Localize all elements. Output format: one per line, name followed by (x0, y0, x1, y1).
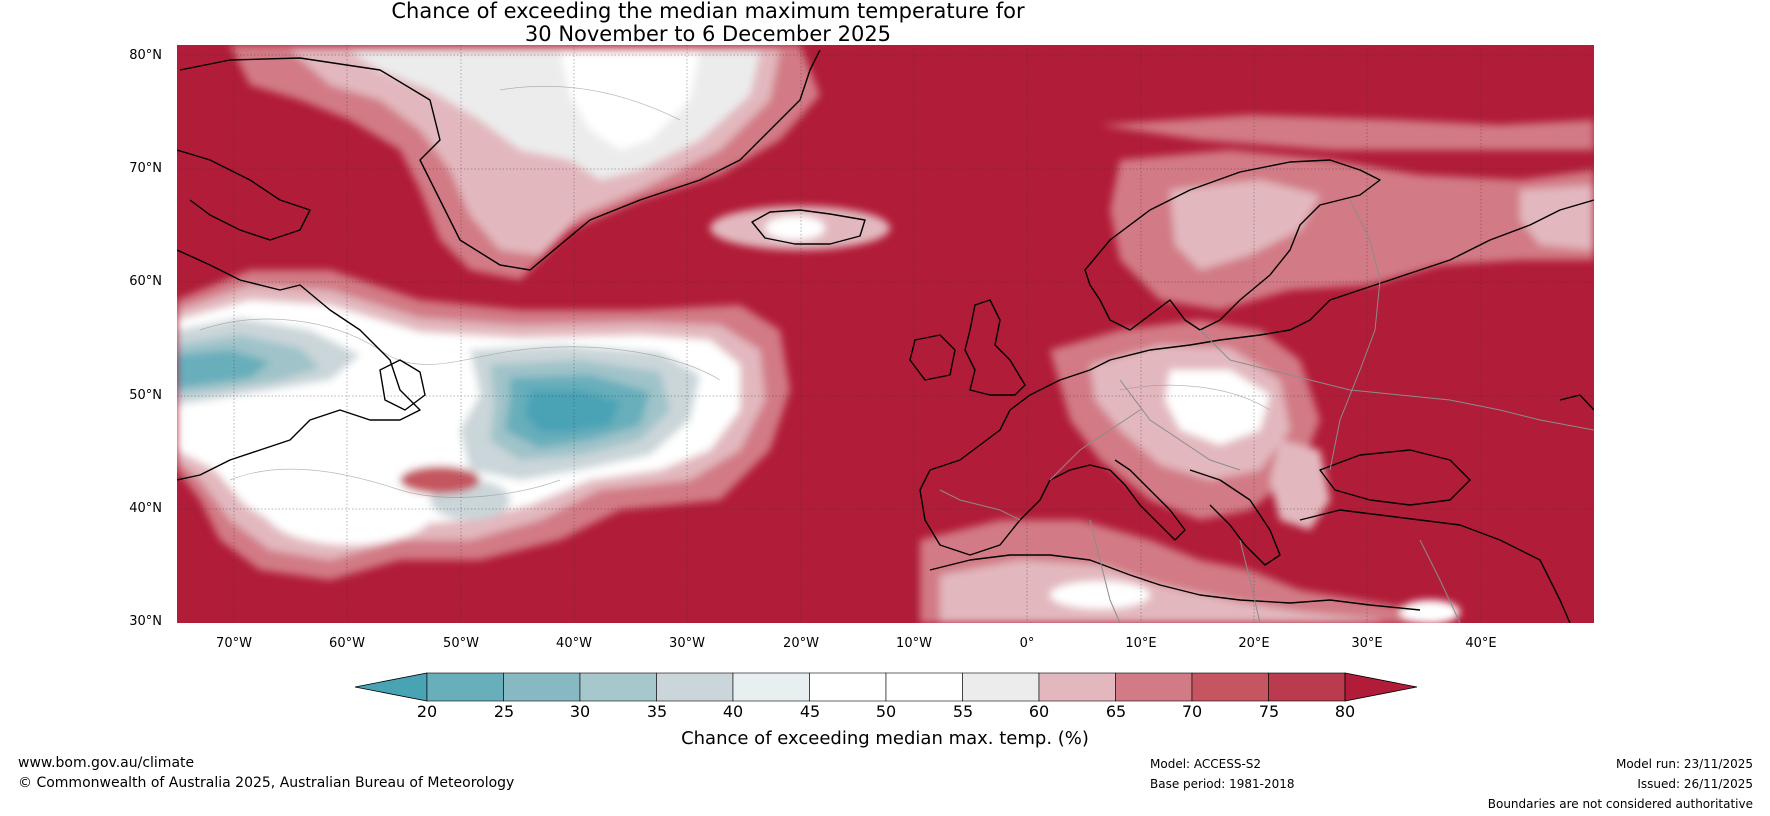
colorbar-segment (1115, 672, 1193, 702)
coast-north-africa (929, 554, 1421, 611)
lat-label-80n: 80°N (129, 48, 162, 63)
colorbar-segment (1191, 672, 1269, 702)
lon-label-40e: 40°E (1465, 636, 1497, 651)
lat-label-30n: 30°N (129, 614, 162, 629)
copyright-text: © Commonwealth of Australia 2025, Austra… (18, 775, 515, 791)
field-greenland-white (560, 52, 700, 150)
field-scandinavia-pale (1170, 180, 1320, 270)
colorbar-segment (732, 672, 810, 702)
colorbar-extend-high (1344, 672, 1418, 702)
base-period: Base period: 1981-2018 (1150, 777, 1295, 791)
colorbar-extend-low (354, 672, 428, 702)
colorbar-segment (1268, 672, 1346, 702)
coast-iceland (751, 209, 866, 245)
title-line-1: Chance of exceeding the median maximum t… (391, 0, 1025, 23)
lon-label-10e: 10°E (1125, 636, 1157, 651)
coast-italy (1109, 459, 1186, 541)
field-labrador-cool (177, 350, 270, 388)
field-midatlantic-cool4 (525, 390, 620, 432)
coast-caspian (1559, 394, 1594, 411)
field-iceland-core (765, 216, 825, 240)
borders (939, 199, 1594, 623)
colorbar-tick-80: 80 (1334, 702, 1356, 721)
colorbar-tick-65: 65 (1105, 702, 1127, 721)
lon-label-60w: 60°W (329, 636, 365, 651)
colorbar-tick-70: 70 (1181, 702, 1203, 721)
coast-greenland (179, 49, 821, 271)
lon-label-0: 0° (1019, 636, 1035, 651)
lon-label-30w: 30°W (669, 636, 705, 651)
field-azores-pink (400, 466, 480, 494)
field-barents-pale (1100, 115, 1594, 150)
lat-label-50n: 50°N (129, 388, 162, 403)
colorbar-tick-50: 50 (875, 702, 897, 721)
coast-scandinavia (1084, 159, 1381, 331)
colorbar-tick-55: 55 (952, 702, 974, 721)
lat-label-60n: 60°N (129, 274, 162, 289)
colorbar-tick-25: 25 (493, 702, 515, 721)
coast-labrador (177, 249, 421, 481)
lon-label-40w: 40°W (556, 636, 592, 651)
colorbar-segment (503, 672, 581, 702)
field-north-africa-pale (940, 560, 1380, 623)
coast-great-britain (964, 299, 1026, 396)
colorbar-tick-45: 45 (799, 702, 821, 721)
field-sahara-white (1050, 581, 1150, 609)
colorbar-segment (885, 672, 963, 702)
colorbar (354, 672, 1418, 702)
contour-lines (199, 85, 1271, 498)
lat-label-40n: 40°N (129, 501, 162, 516)
model-name: Model: ACCESS-S2 (1150, 757, 1262, 771)
lon-label-20w: 20°W (783, 636, 819, 651)
coast-ireland (909, 334, 956, 381)
website-link[interactable]: www.bom.gov.au/climate (18, 755, 195, 771)
colorbar-title: Chance of exceeding median max. temp. (%… (681, 728, 1089, 749)
coast-europe (1029, 199, 1594, 396)
map-title: Chance of exceeding the median maximum t… (0, 0, 1593, 46)
colorbar-segment (1038, 672, 1116, 702)
colorbar-segment (656, 672, 734, 702)
field-south-white (265, 475, 435, 545)
colorbar-segment (426, 672, 504, 702)
title-line-2: 30 November to 6 December 2025 (524, 22, 892, 46)
colorbar-tick-40: 40 (722, 702, 744, 721)
colorbar-tick-75: 75 (1258, 702, 1280, 721)
lon-label-20e: 20°E (1238, 636, 1270, 651)
model-run: Model run: 23/11/2025 (1615, 757, 1753, 771)
colorbar-tick-60: 60 (1028, 702, 1050, 721)
field-egypt-white (1400, 600, 1460, 623)
coast-baffin (177, 149, 311, 241)
boundaries-disclaimer: Boundaries are not considered authoritat… (1487, 797, 1753, 811)
coast-france-iberia (919, 394, 1111, 556)
field-eastern-europe-pale (1520, 185, 1594, 250)
issued-date: Issued: 26/11/2025 (1637, 777, 1753, 791)
colorbar-segment (962, 672, 1040, 702)
lon-label-30e: 30°E (1351, 636, 1383, 651)
coastlines (177, 49, 1594, 623)
coast-newfoundland (379, 359, 426, 411)
colorbar-tick-35: 35 (646, 702, 668, 721)
lon-label-10w: 10°W (896, 636, 932, 651)
coast-turkey (1299, 509, 1571, 623)
lon-label-50w: 50°W (443, 636, 479, 651)
field-balkans-pale (1270, 440, 1330, 530)
colorbar-tick-20: 20 (416, 702, 438, 721)
probability-field (177, 45, 1594, 623)
colorbar-segment (579, 672, 657, 702)
coast-balkans (1189, 469, 1281, 566)
lat-label-70n: 70°N (129, 161, 162, 176)
field-central-europe-white (1165, 370, 1270, 445)
colorbar-tick-30: 30 (569, 702, 591, 721)
lon-label-70w: 70°W (216, 636, 252, 651)
coast-black-sea (1319, 449, 1471, 506)
colorbar-segment (809, 672, 887, 702)
